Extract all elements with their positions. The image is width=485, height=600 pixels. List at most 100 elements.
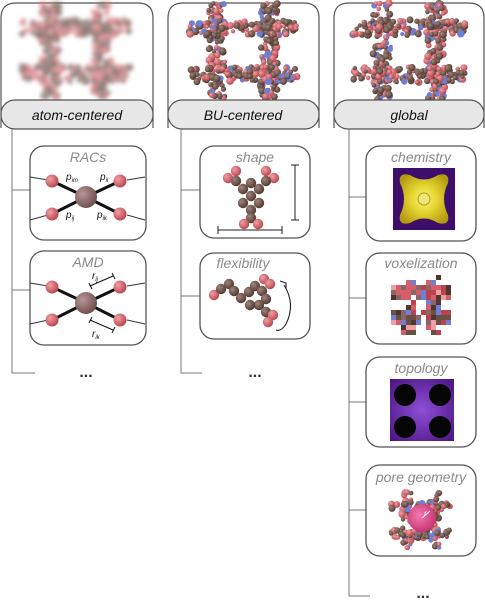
framework-atom: [390, 18, 397, 25]
voxel: [446, 320, 451, 325]
framework-atom: [439, 532, 446, 539]
voxel: [446, 295, 451, 300]
framework-atom: [389, 74, 394, 80]
framework-image-bu: [185, 0, 301, 102]
framework-atom: [97, 14, 103, 20]
framework-atom: [40, 76, 45, 81]
card-frame: [199, 252, 311, 340]
framework-atom: [389, 531, 394, 536]
framework-atom: [282, 30, 290, 38]
framework-atom: [278, 73, 284, 79]
framework-atom: [427, 22, 435, 30]
framework-atom: [452, 75, 458, 81]
framework-atom: [395, 535, 401, 540]
framework-atom: [90, 56, 97, 63]
column-header-label: global: [390, 107, 428, 123]
racs-molecule: [29, 174, 146, 221]
framework-atom: [396, 23, 402, 29]
ellipsis: ...: [416, 585, 429, 600]
framework-atom: [213, 8, 220, 15]
framework-atom: [414, 80, 419, 85]
card-title: pore geometry: [375, 469, 467, 485]
card-racs: RACs pim pil pij pik: [29, 145, 147, 241]
framework-atom: [213, 58, 222, 66]
framework-atom: [218, 47, 227, 55]
voxel: [426, 310, 431, 315]
column-header-label: atom-centered: [32, 107, 123, 123]
framework-atom: [273, 40, 280, 46]
voxel: [446, 290, 451, 295]
framework-atom: [236, 73, 243, 79]
framework-atom: [258, 87, 266, 95]
voxel: [426, 295, 431, 300]
framework-atom: [424, 78, 430, 84]
framework-atom: [361, 21, 368, 28]
framework-atom: [226, 77, 234, 85]
framework-atom: [437, 14, 443, 20]
framework-atom: [193, 78, 201, 86]
voxel: [431, 315, 436, 320]
voxel: [421, 310, 426, 315]
framework-atom: [269, 54, 277, 62]
framework-atom: [436, 545, 442, 550]
framework-atom: [256, 30, 263, 37]
framework-atom: [120, 78, 126, 83]
framework-atom: [385, 0, 393, 7]
amd-molecule: [29, 272, 146, 334]
card-flexibility: flexibility: [199, 252, 311, 340]
framework-atom: [433, 496, 440, 503]
framework-atom: [202, 20, 208, 26]
shape-molecule: [222, 165, 280, 230]
framework-atom: [426, 92, 432, 98]
framework-atom: [112, 76, 118, 82]
voxel: [396, 290, 401, 295]
framework-atom: [399, 531, 406, 538]
framework-atom: [258, 70, 266, 78]
card-title: topology: [395, 360, 449, 376]
framework-atom: [52, 87, 59, 93]
framework-atom: [275, 23, 283, 30]
voxel: [406, 320, 411, 325]
framework-atom: [83, 22, 91, 30]
column-atom-centered: atom-centered RACs pim: [0, 1, 154, 381]
framework-atom: [109, 17, 117, 25]
voxel-grid: [391, 275, 451, 335]
voxel: [431, 295, 436, 300]
framework-atom: [429, 499, 434, 505]
framework-atom: [265, 73, 272, 80]
framework-atom: [414, 18, 420, 24]
voxel: [396, 320, 401, 325]
framework-atom: [43, 31, 48, 37]
framework-atom: [52, 67, 60, 74]
framework-atom: [280, 77, 287, 85]
framework-atom: [25, 72, 31, 77]
framework-atom: [429, 533, 435, 539]
voxel: [436, 310, 441, 315]
voxel: [411, 280, 416, 285]
voxel: [401, 295, 406, 300]
framework-atom: [268, 64, 275, 71]
framework-atom: [57, 78, 63, 84]
framework-atom: [204, 24, 209, 29]
tree-branch: [12, 189, 30, 291]
framework-atom: [378, 61, 384, 67]
framework-atom: [388, 504, 396, 512]
framework-atom: [70, 16, 79, 24]
framework-atom: [429, 32, 435, 37]
framework-atom: [220, 86, 227, 92]
framework-atom: [393, 501, 401, 508]
framework-atom: [29, 21, 34, 26]
framework-atom: [73, 29, 81, 37]
voxel: [406, 280, 411, 285]
framework-atom: [214, 40, 219, 45]
framework-atom: [272, 26, 278, 32]
framework-atom: [444, 64, 453, 72]
voxel: [431, 320, 436, 325]
framework-atom: [204, 30, 211, 38]
card-amd: AMD: [29, 250, 147, 346]
framework-atom: [51, 11, 56, 16]
tree-branch: [181, 189, 200, 297]
framework-atom: [433, 31, 439, 37]
chemistry-map: [393, 168, 455, 230]
framework-atom: [246, 68, 254, 75]
